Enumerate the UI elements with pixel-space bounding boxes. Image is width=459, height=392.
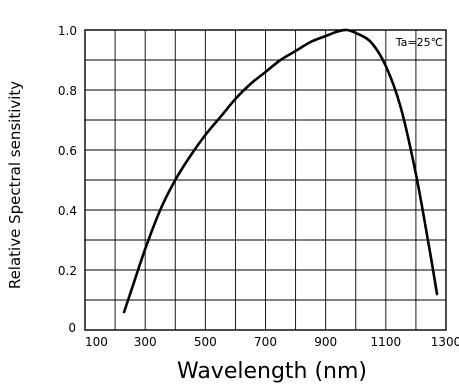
grid <box>85 30 446 330</box>
x-tick-label: 700 <box>254 335 277 349</box>
y-axis-label: Relative Spectral sensitivity <box>6 81 24 289</box>
x-tick-label: 900 <box>314 335 337 349</box>
y-tick-label: 1.0 <box>58 24 77 38</box>
y-tick-label: 0.6 <box>58 144 77 158</box>
x-axis-ticks: 100 300 500 700 900 1100 1300 <box>85 335 459 349</box>
y-tick-label: 0.4 <box>58 204 77 218</box>
x-tick-label: 1300 <box>431 335 459 349</box>
temperature-annotation: Ta=25℃ <box>395 36 443 49</box>
x-tick-label: 1100 <box>371 335 402 349</box>
y-tick-label: 0 <box>68 321 76 335</box>
plot-frame <box>84 29 447 331</box>
y-axis-ticks: 0 0.2 0.4 0.6 0.8 1.0 <box>58 24 77 335</box>
sensitivity-curve <box>122 28 439 314</box>
x-tick-label: 300 <box>134 335 157 349</box>
y-tick-label: 0.2 <box>58 264 77 278</box>
x-tick-label: 100 <box>85 335 108 349</box>
x-axis-label: Wavelength (nm) <box>177 359 367 384</box>
x-tick-label: 500 <box>194 335 217 349</box>
y-tick-label: 0.8 <box>58 84 77 98</box>
